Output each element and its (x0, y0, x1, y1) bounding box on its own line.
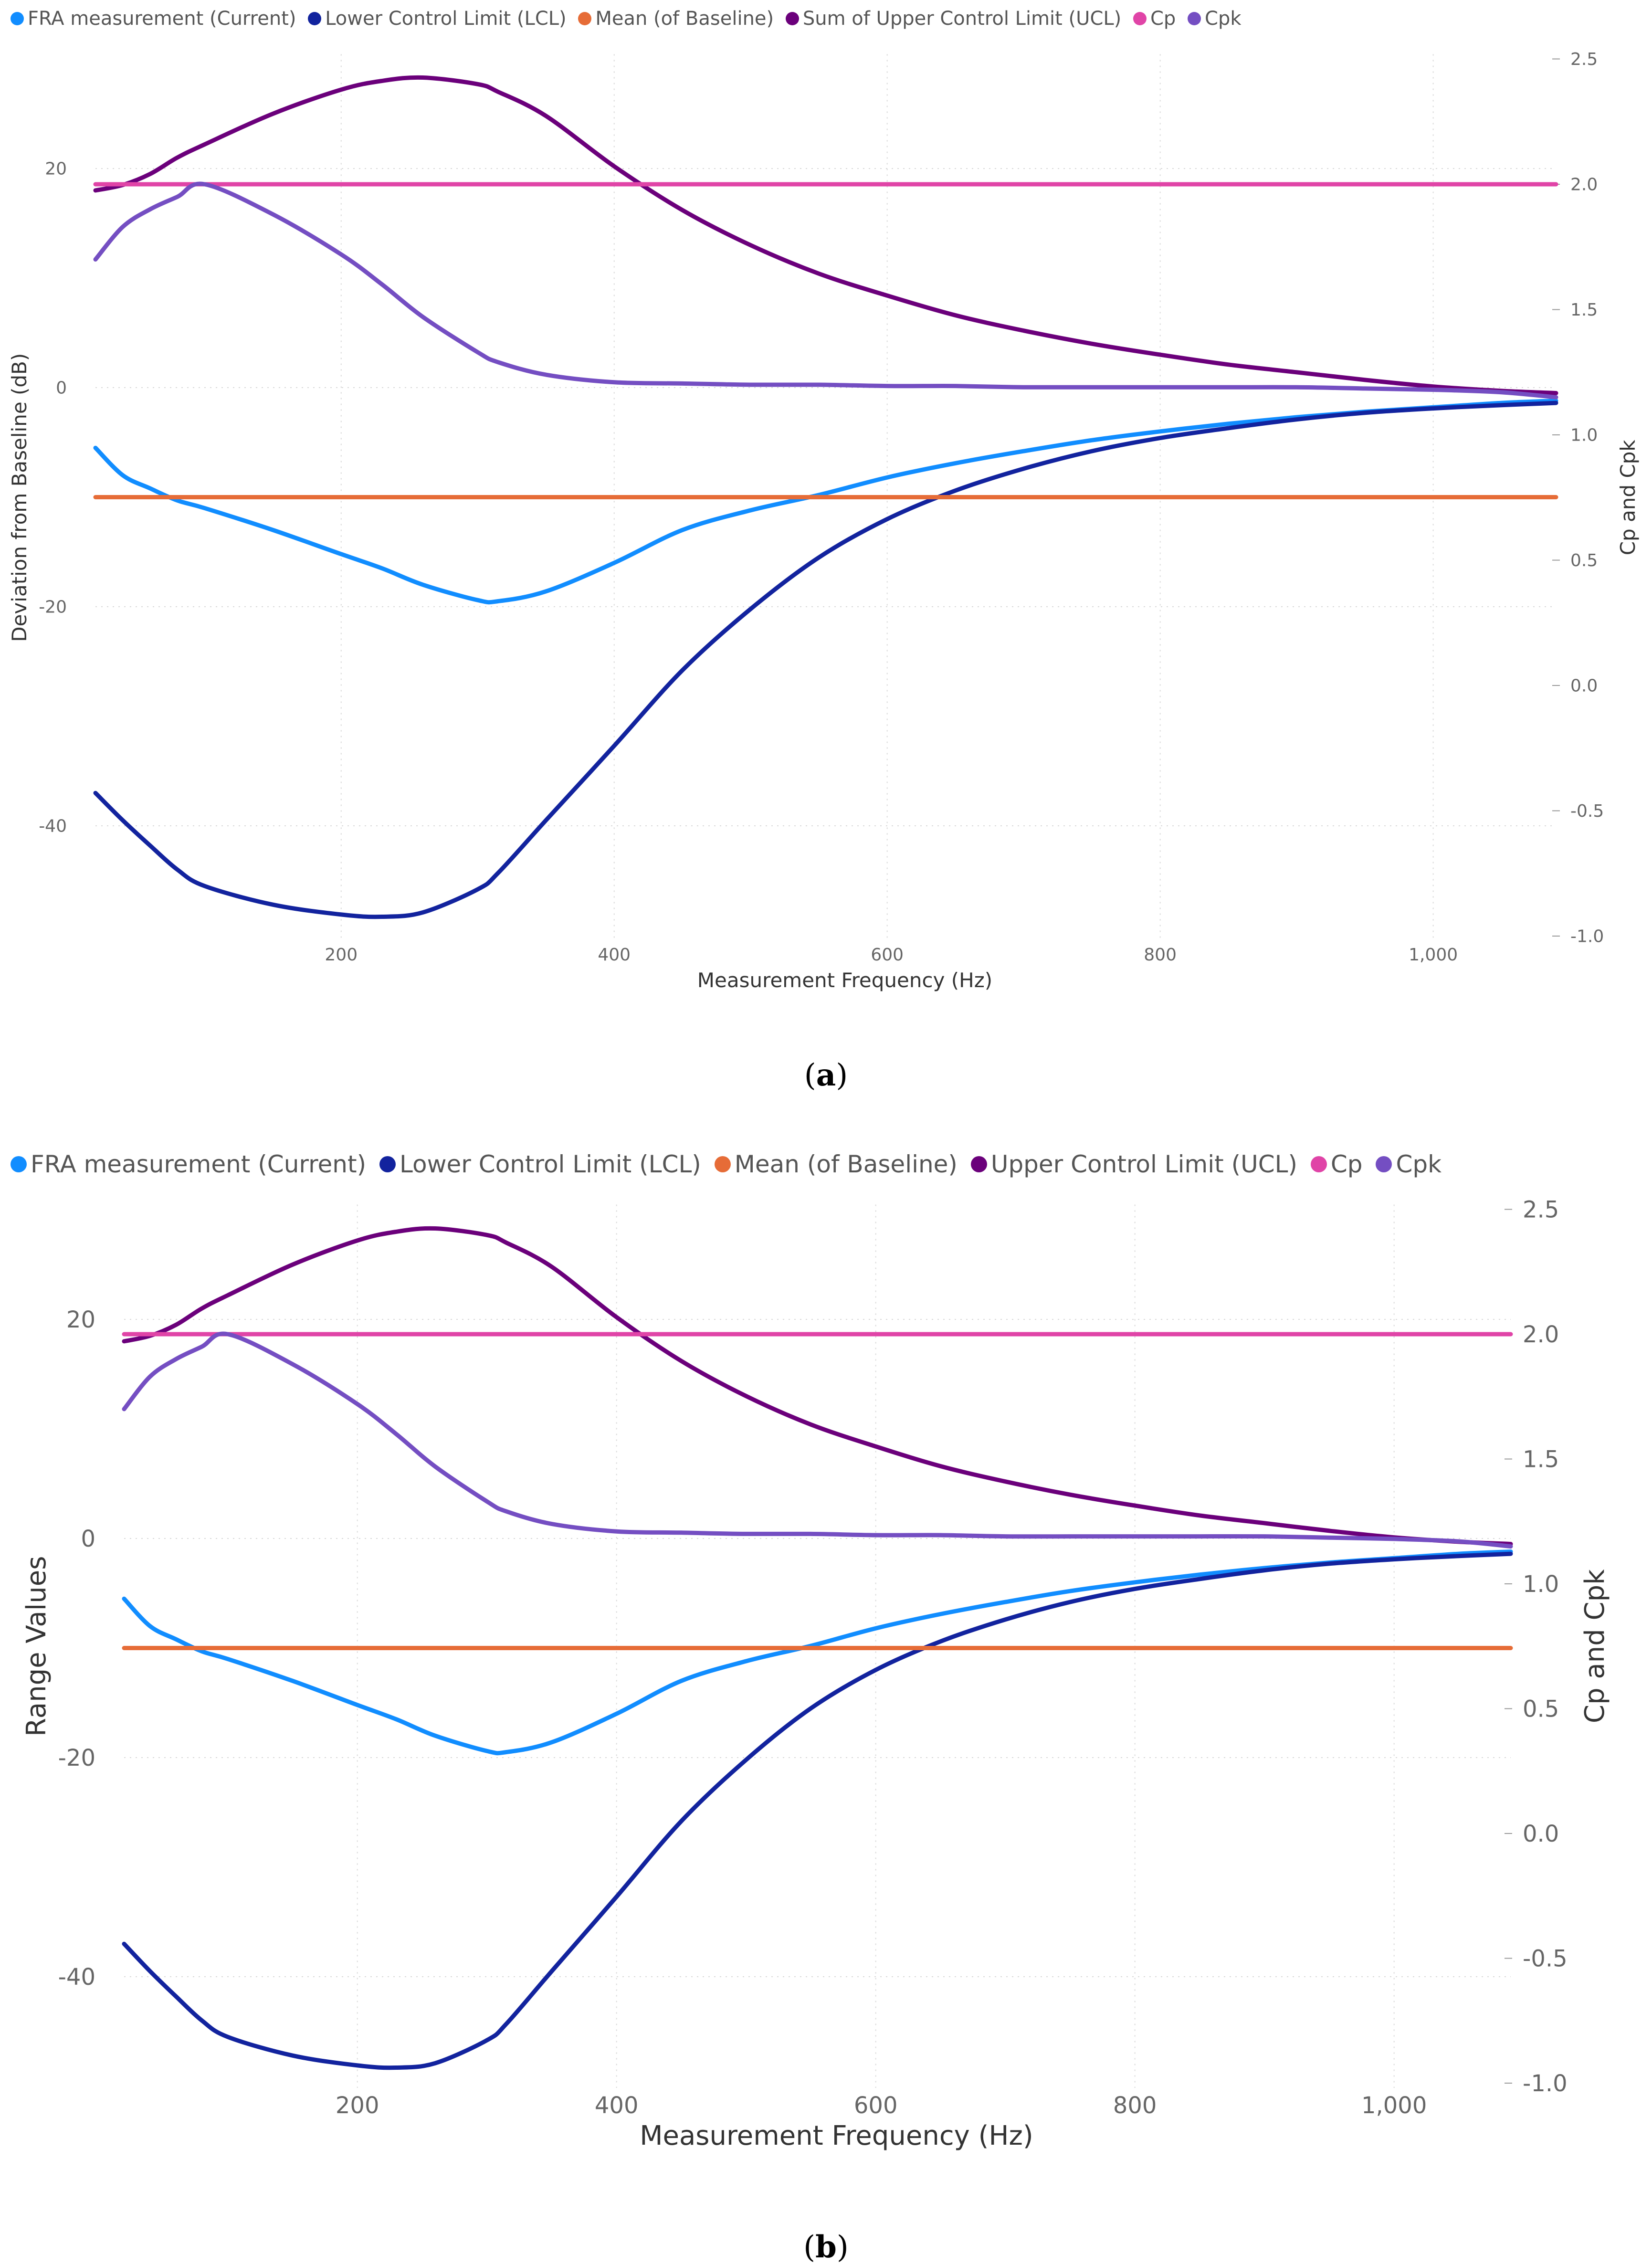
legend-marker-icon (578, 12, 592, 25)
y2-axis-title: Cp and Cpk (1579, 1569, 1610, 1723)
legend-label: Mean (of Baseline) (734, 1150, 958, 1178)
y2-tick-label: 2.0 (1570, 175, 1598, 195)
y-axis-title: Range Values (21, 1556, 52, 1737)
figure-caption-a: (a) (804, 1057, 848, 1093)
x-tick-label: 200 (336, 2092, 379, 2119)
y-tick-label: -20 (58, 1745, 95, 1771)
y2-tick-label: 1.5 (1570, 300, 1598, 320)
ucl-line (122, 1226, 1513, 1546)
chart-legend: FRA measurement (Current) Lower Control … (11, 8, 1247, 30)
legend-label: Sum of Upper Control Limit (UCL) (802, 8, 1122, 30)
legend-item-cp[interactable]: Cp (1133, 8, 1176, 30)
x-tick-label: 1,000 (1409, 945, 1458, 965)
x-tick-label: 600 (854, 2092, 898, 2119)
legend-marker-icon (11, 1156, 27, 1172)
legend-item-mean[interactable]: Mean (of Baseline) (578, 8, 774, 30)
legend-marker-icon (1376, 1156, 1392, 1172)
legend-marker-icon (714, 1156, 731, 1172)
y2-tick-label: -0.5 (1523, 1945, 1568, 1972)
y2-tick-label: 2.5 (1523, 1196, 1559, 1223)
cpk-line (93, 181, 1558, 400)
chart-legend: FRA measurement (Current) Lower Control … (11, 1150, 1447, 1178)
y2-tick-label: -0.5 (1570, 801, 1604, 821)
legend-marker-icon (785, 12, 799, 25)
x-tick-label: 400 (595, 2092, 639, 2119)
lcl-line (122, 1551, 1513, 2070)
y2-tick-label: -1.0 (1570, 927, 1604, 947)
legend-label: Lower Control Limit (LCL) (400, 1150, 701, 1178)
legend-item-lcl[interactable]: Lower Control Limit (LCL) (379, 1150, 701, 1178)
legend-label: FRA measurement (Current) (31, 1150, 367, 1178)
y-tick-label: -40 (39, 817, 67, 836)
legend-item-fra[interactable]: FRA measurement (Current) (11, 8, 296, 30)
x-tick-label: 600 (871, 945, 904, 965)
x-tick-label: 1,000 (1361, 2092, 1427, 2119)
legend-label: Upper Control Limit (UCL) (990, 1150, 1297, 1178)
cpk-line (122, 1331, 1513, 1549)
legend-marker-icon (1310, 1156, 1327, 1172)
x-tick-label: 800 (1113, 2092, 1157, 2119)
legend-marker-icon (970, 1156, 987, 1172)
legend-label: Cp (1150, 8, 1176, 30)
y-tick-label: 20 (66, 1306, 95, 1333)
y-tick-label: 0 (56, 379, 67, 398)
y-tick-label: 0 (81, 1526, 95, 1552)
y2-tick-label: 0.0 (1570, 676, 1598, 696)
y-tick-label: -40 (58, 1964, 95, 1991)
x-tick-label: 800 (1144, 945, 1177, 965)
y2-tick-label: 2.0 (1523, 1321, 1559, 1348)
legend-marker-icon (1133, 12, 1147, 25)
legend-label: Lower Control Limit (LCL) (325, 8, 567, 30)
legend-item-ucl[interactable]: Sum of Upper Control Limit (UCL) (785, 8, 1122, 30)
y2-tick-label: 1.5 (1523, 1446, 1559, 1473)
y-axis-title: Deviation from Baseline (dB) (8, 353, 31, 642)
legend-item-mean[interactable]: Mean (of Baseline) (714, 1150, 958, 1178)
x-axis-title: Measurement Frequency (Hz) (697, 969, 992, 992)
legend-label: Cpk (1396, 1150, 1442, 1178)
fra-line (93, 399, 1558, 605)
y2-tick-label: 2.5 (1570, 50, 1598, 69)
ucl-line (93, 75, 1558, 395)
legend-label: Mean (of Baseline) (595, 8, 774, 30)
y2-tick-label: 1.0 (1570, 426, 1598, 445)
legend-item-fra[interactable]: FRA measurement (Current) (11, 1150, 366, 1178)
chart-panel-b: FRA measurement (Current) Lower Control … (0, 1146, 1652, 2265)
legend-item-cpk[interactable]: Cpk (1188, 8, 1242, 30)
chart-panel-a: FRA measurement (Current) Lower Control … (0, 0, 1652, 1127)
y2-tick-label: 0.0 (1523, 1821, 1559, 1847)
legend-item-cpk[interactable]: Cpk (1376, 1150, 1442, 1178)
legend-marker-icon (308, 12, 322, 25)
legend-item-lcl[interactable]: Lower Control Limit (LCL) (308, 8, 567, 30)
legend-marker-icon (1188, 12, 1201, 25)
legend-label: FRA measurement (Current) (28, 8, 296, 30)
x-tick-label: 400 (598, 945, 631, 965)
fra-line (122, 1549, 1513, 1756)
y-tick-label: 20 (45, 159, 67, 179)
legend-item-cp[interactable]: Cp (1310, 1150, 1363, 1178)
legend-label: Cpk (1205, 8, 1242, 30)
legend-item-ucl[interactable]: Upper Control Limit (UCL) (970, 1150, 1297, 1178)
legend-marker-icon (379, 1156, 396, 1172)
y2-tick-label: 0.5 (1570, 551, 1598, 570)
legend-label: Cp (1330, 1150, 1363, 1178)
y-tick-label: -20 (39, 598, 67, 617)
y2-axis-title: Cp and Cpk (1616, 440, 1640, 556)
y2-tick-label: 1.0 (1523, 1571, 1559, 1598)
lcl-line (93, 400, 1558, 919)
y2-tick-label: -1.0 (1523, 2070, 1568, 2097)
y2-tick-label: 0.5 (1523, 1696, 1559, 1722)
x-tick-label: 200 (325, 945, 358, 965)
x-axis-title: Measurement Frequency (Hz) (640, 2120, 1033, 2151)
legend-marker-icon (11, 12, 24, 25)
figure-caption-b: (b) (803, 2229, 849, 2265)
